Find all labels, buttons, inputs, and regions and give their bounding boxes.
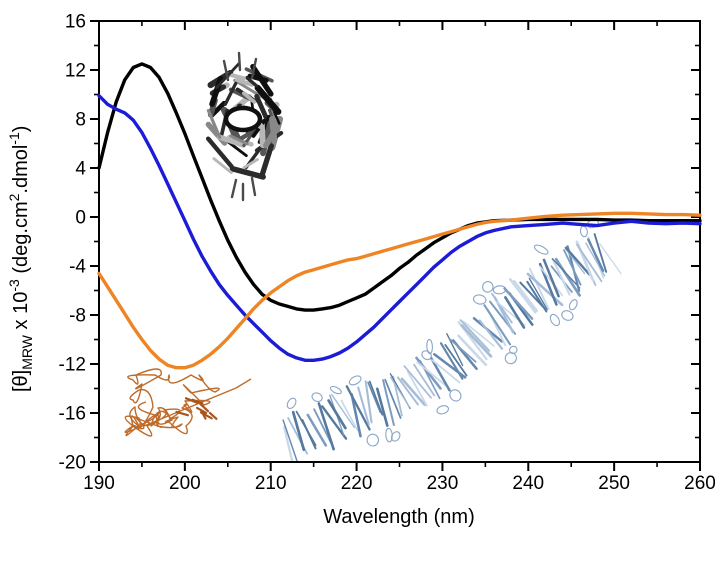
y-title-sup: -3: [6, 279, 22, 292]
y-tick-label: 4: [75, 159, 86, 180]
x-tick-label: 250: [598, 473, 630, 494]
blue-spectrum-curve: [97, 94, 702, 362]
y-title-sup: 2: [6, 193, 22, 201]
random-coil-ribbon: [124, 368, 252, 437]
axes: 190 200 210 220 230 240 250 260 16 12 8 4 0 -4 -8 -12 -1…: [59, 12, 716, 495]
protein-illustrations: [124, 51, 622, 463]
y-title-part: x 10: [10, 292, 32, 335]
x-tick-label: 190: [83, 473, 115, 494]
y-tick-label: 8: [75, 110, 86, 131]
y-tick-label: 0: [75, 208, 86, 229]
black-spectrum-curve: [97, 62, 702, 312]
y-tick-label: -4: [69, 257, 86, 278]
y-tick-label: -12: [59, 355, 86, 376]
y-tick-label: -16: [59, 404, 86, 425]
y-tick-label: -20: [59, 453, 86, 474]
y-title-part: ): [10, 126, 32, 133]
x-tick-label: 230: [427, 473, 459, 494]
y-title-part: [θ]: [10, 370, 32, 392]
y-title-sup: -1: [6, 132, 22, 145]
y-tick-label: -8: [69, 306, 86, 327]
y-title-part: (deg.cm: [10, 201, 32, 279]
x-tick-label: 210: [255, 473, 287, 494]
spectra-curves: [97, 62, 702, 370]
x-tick-label: 220: [341, 473, 373, 494]
y-tick-label: 16: [65, 12, 86, 33]
amyloid-fibril-ribbon: [282, 218, 622, 463]
y-tick-label: 12: [65, 61, 86, 82]
x-tick-label: 260: [684, 473, 716, 494]
y-title-part: .dmol: [10, 145, 32, 194]
x-tick-label: 200: [169, 473, 201, 494]
x-tick-label: 240: [512, 473, 544, 494]
x-axis-title: Wavelength (nm): [323, 506, 475, 528]
orange-spectrum-curve: [97, 211, 702, 370]
plot-frame: [98, 20, 701, 463]
beta-sheet-protein-ribbon: [205, 51, 284, 202]
y-title-sub: MRW: [19, 334, 35, 370]
y-axis-title: [θ]MRW x 10-3 (deg.cm2.dmol-1): [6, 126, 35, 392]
